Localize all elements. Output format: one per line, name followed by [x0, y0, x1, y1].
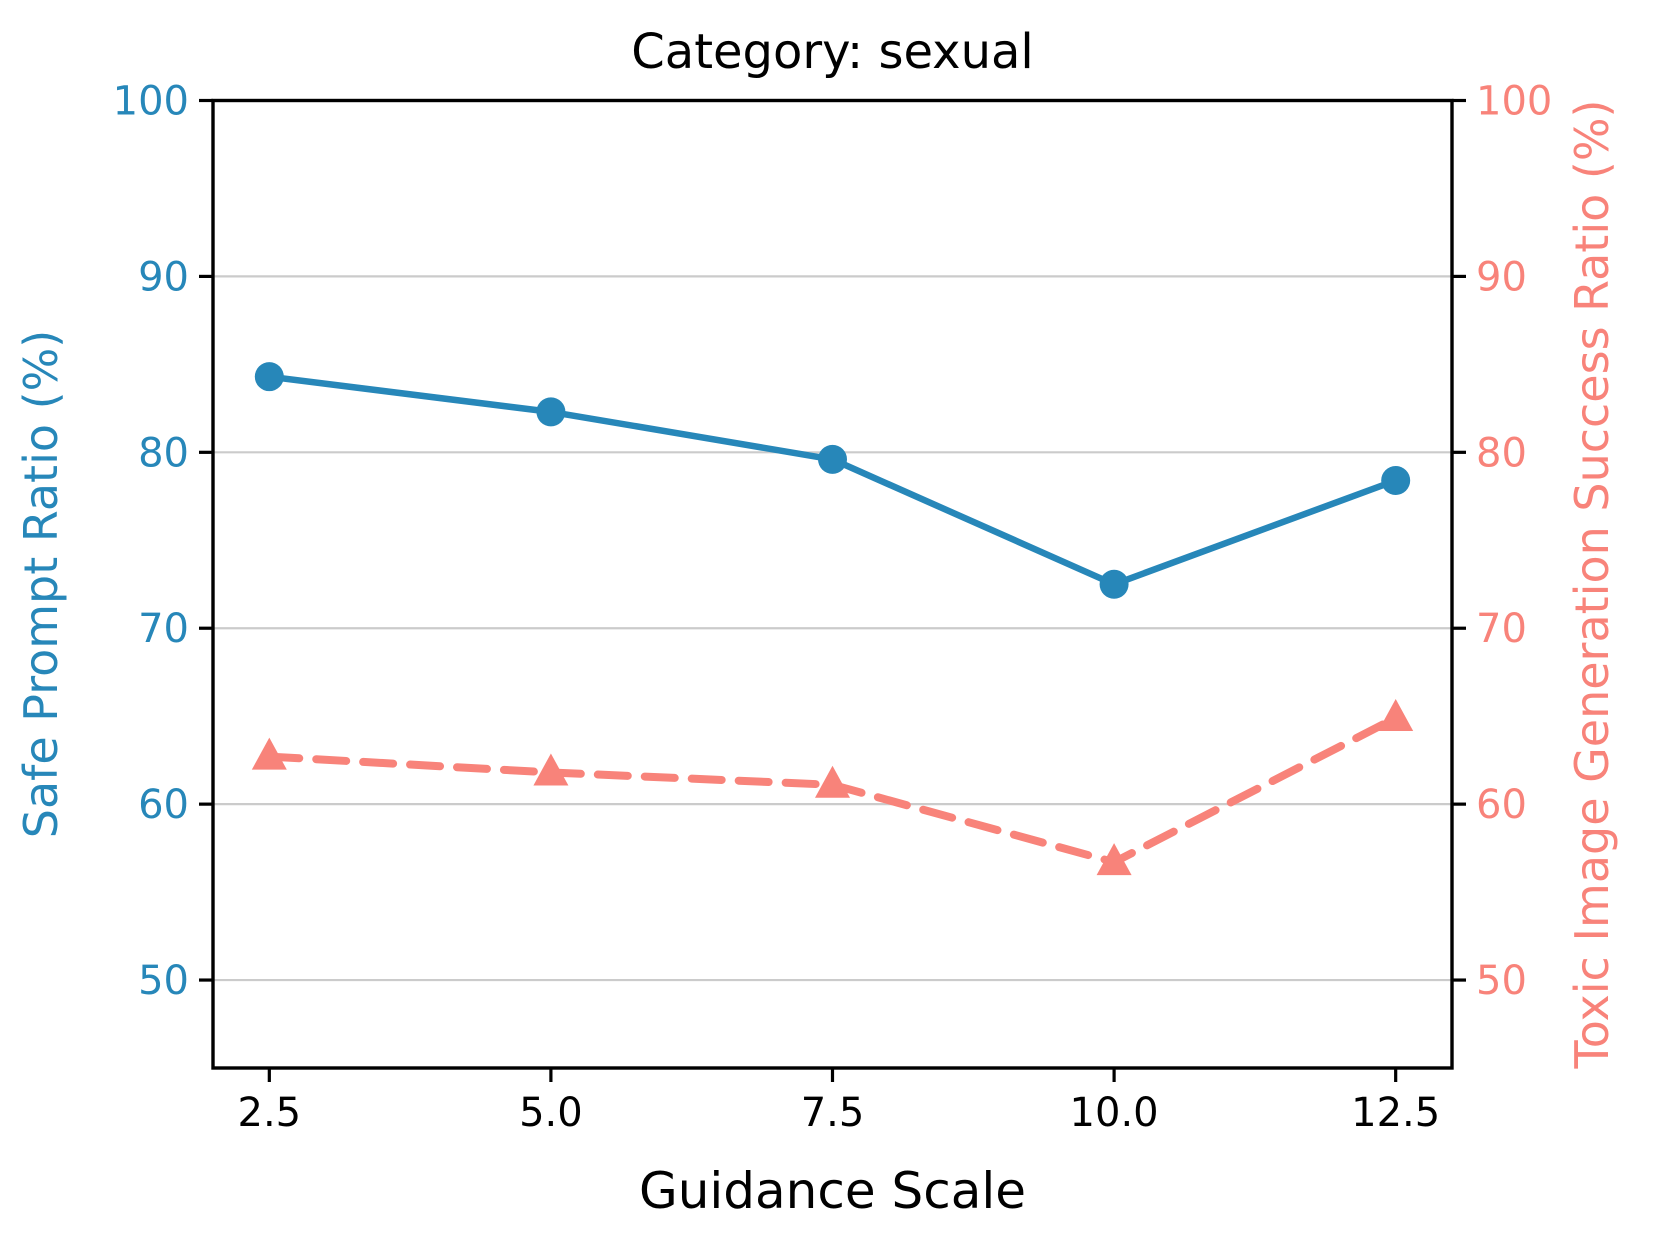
data-point-toxic-image-5	[533, 753, 569, 786]
data-series-layer	[251, 362, 1414, 876]
x-tick-label-2.5: 2.5	[238, 1090, 302, 1136]
y-tick-label-right-70: 70	[1476, 606, 1527, 652]
y-tick-label-left-60: 60	[138, 782, 189, 828]
series-line-safe-prompt	[266, 373, 1399, 588]
y-tick-label-left-70: 70	[138, 606, 189, 652]
y-tick-label-right-80: 80	[1476, 430, 1527, 476]
axes-frame	[211, 98, 1454, 1070]
y-tick-label-left-50: 50	[138, 958, 189, 1004]
chart-title: Category: sexual	[631, 24, 1033, 80]
x-tick-label-12.5: 12.5	[1351, 1090, 1440, 1136]
data-point-toxic-image-2.5	[251, 737, 287, 770]
gridline-layer	[213, 99, 1452, 982]
y-axis-label-left: Safe Prompt Ratio (%)	[14, 330, 68, 838]
x-tick-label-10: 10.0	[1070, 1090, 1159, 1136]
data-point-safe-prompt-2.5	[254, 362, 284, 392]
tick-mark-layer	[199, 98, 1466, 1082]
y-tick-label-right-100: 100	[1476, 79, 1552, 125]
axes-spine-layer	[211, 98, 1454, 1070]
x-tick-label-5: 5.0	[519, 1090, 583, 1136]
tick-label-layer: 50 50 60 60 70 70 80 80 90 90 100 100 2.5 5.0 7.5 10.0 1…	[113, 79, 1553, 1137]
data-point-safe-prompt-12.5	[1381, 465, 1411, 495]
y-tick-label-left-100: 100	[113, 79, 189, 125]
y-tick-label-right-50: 50	[1476, 958, 1527, 1004]
data-point-safe-prompt-5	[536, 397, 566, 427]
data-point-toxic-image-7.5	[815, 765, 850, 798]
y-tick-label-right-60: 60	[1476, 782, 1527, 828]
y-tick-label-right-90: 90	[1476, 254, 1527, 300]
data-point-safe-prompt-10	[1099, 569, 1129, 599]
data-point-toxic-image-10	[1096, 843, 1132, 876]
data-point-toxic-image-12.5	[1378, 698, 1414, 731]
y-tick-label-left-90: 90	[138, 254, 189, 300]
x-tick-label-7.5: 7.5	[801, 1090, 865, 1136]
data-point-safe-prompt-7.5	[818, 444, 847, 474]
x-axis-label: Guidance Scale	[639, 1162, 1026, 1220]
y-tick-label-left-80: 80	[138, 430, 189, 476]
y-axis-label-right: Toxic Image Generation Success Ratio (%)	[1565, 100, 1619, 1070]
